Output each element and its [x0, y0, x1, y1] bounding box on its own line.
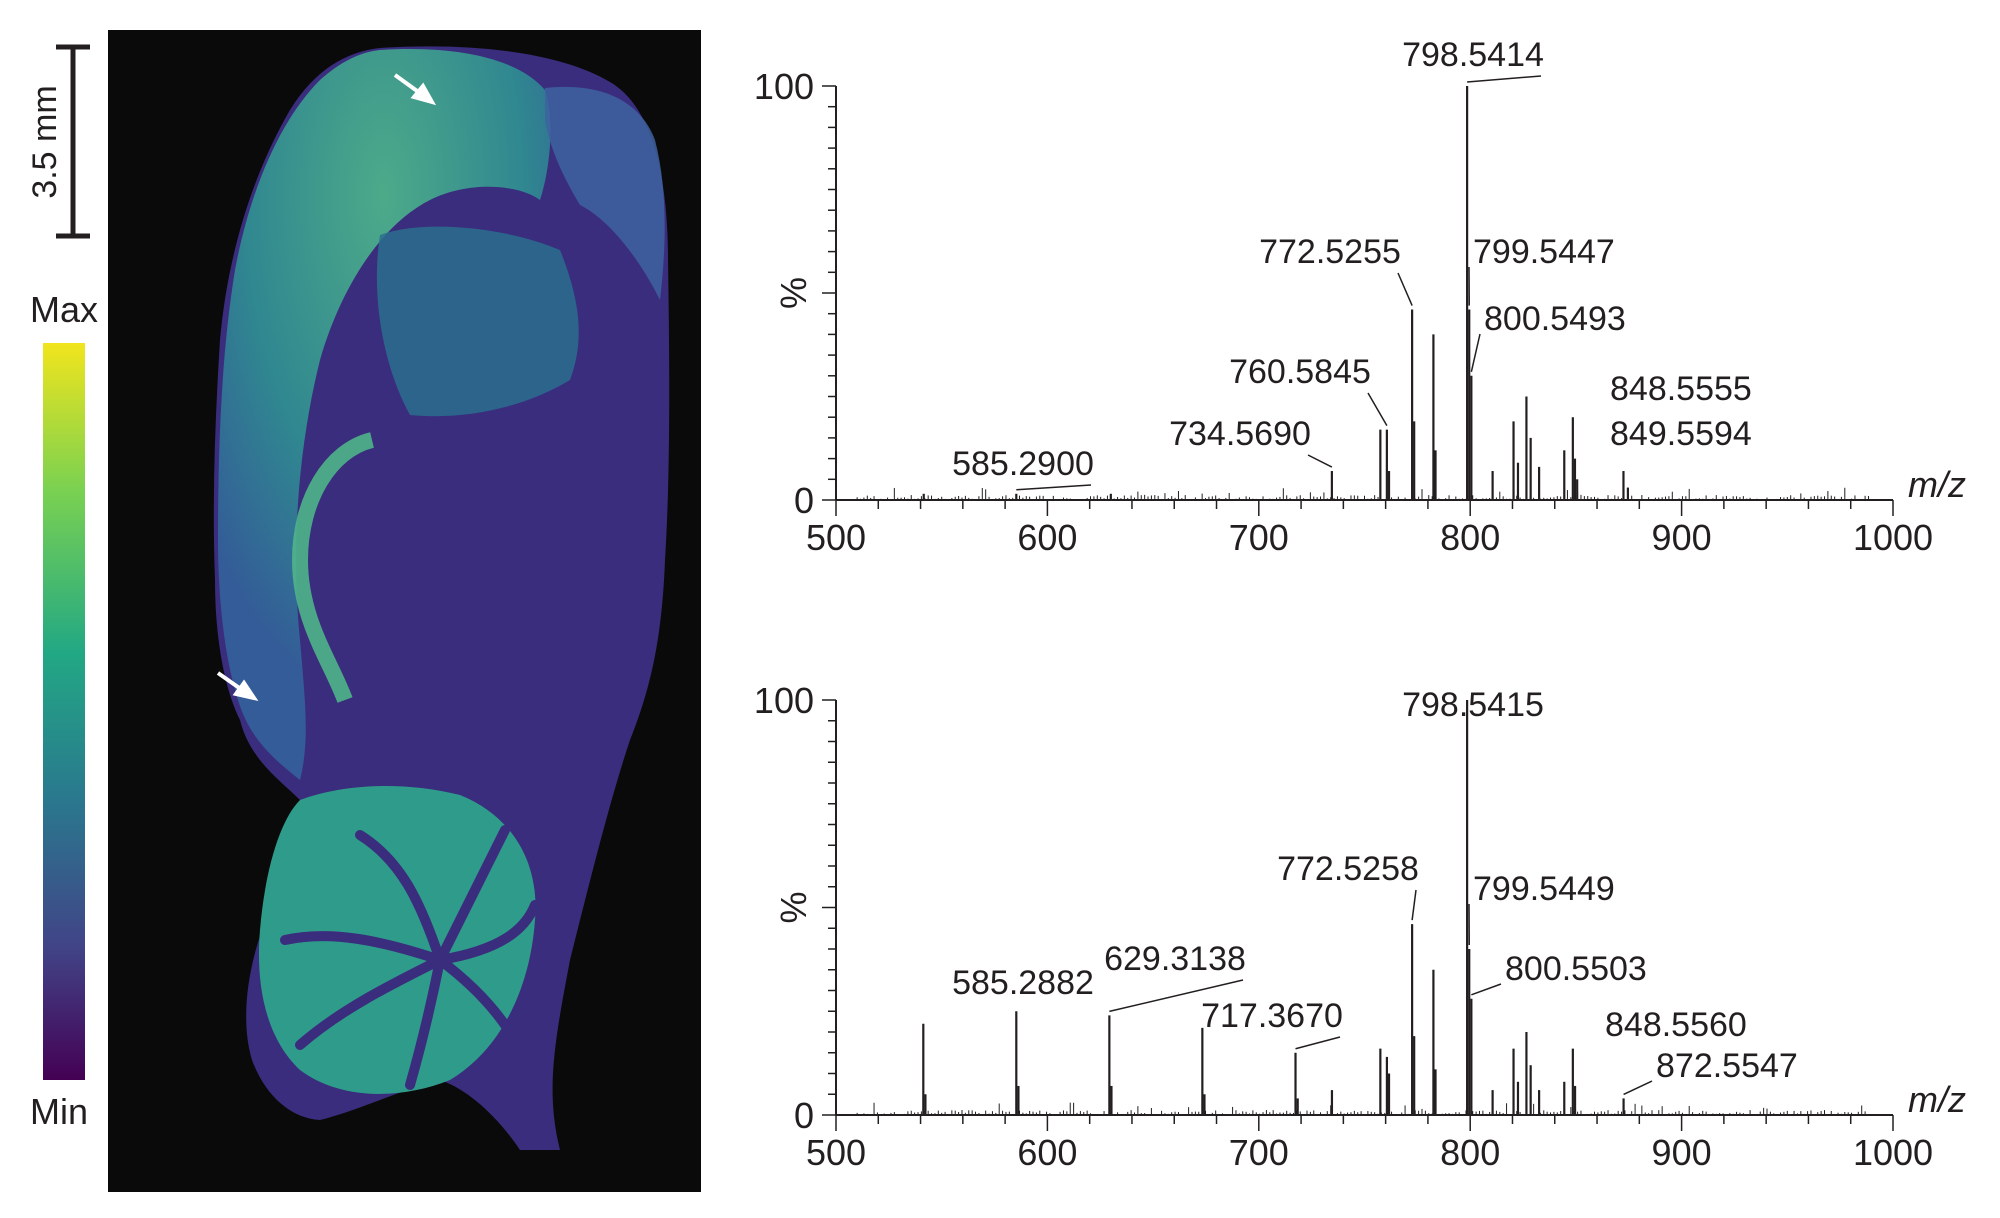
x-tick-label: 800 — [1440, 517, 1500, 558]
peak-label: 734.5690 — [1169, 415, 1311, 453]
x-tick-label: 500 — [806, 517, 866, 558]
peak-leader-line — [1367, 392, 1388, 426]
cortex-lobe — [545, 86, 665, 300]
peak-label: 717.3670 — [1201, 997, 1343, 1035]
peak-leader-line — [1470, 333, 1481, 372]
peak-label: 760.5845 — [1229, 353, 1371, 391]
cortex-region — [218, 49, 551, 781]
x-tick-label: 800 — [1440, 1132, 1500, 1173]
peak-label: 585.2900 — [952, 445, 1094, 483]
x-tick-label: 700 — [1229, 517, 1289, 558]
peak-leader-line — [1016, 484, 1092, 491]
x-tick-label: 900 — [1652, 1132, 1712, 1173]
spectrum-chart-top: 500 600 700 800 900 1000 0 100% m/z 798.5414 772.5… — [754, 36, 1966, 558]
peak-label: 772.5258 — [1277, 850, 1419, 888]
cerebellum-folia — [280, 825, 540, 1090]
peak-label: 849.5594 — [1610, 415, 1752, 453]
peak-leader-line — [1467, 75, 1542, 83]
arrow-icon — [216, 671, 259, 702]
x-axis-label: m/z — [1908, 1079, 1966, 1120]
peak-label: 848.5560 — [1605, 1006, 1747, 1044]
peak-leader-line — [1411, 889, 1417, 921]
peak-leader-line — [1109, 979, 1244, 1013]
y-tick-label: 0 — [794, 480, 814, 521]
x-tick-label: 700 — [1229, 1132, 1289, 1173]
scale-bar-label: 3.5 mm — [26, 85, 64, 198]
peak-label: 848.5555 — [1610, 370, 1752, 408]
colorbar: Max Min — [30, 289, 98, 1132]
peak-leader-line — [1471, 983, 1502, 996]
y-axis-label: % — [773, 891, 814, 923]
peak-label: 798.5414 — [1402, 36, 1544, 74]
peak-label: 799.5447 — [1473, 233, 1615, 271]
peak-leader-line — [1295, 1036, 1341, 1050]
y-tick-label: 100 — [754, 680, 814, 721]
peak-label: 872.5547 — [1656, 1047, 1798, 1085]
x-axis-label: m/z — [1908, 464, 1966, 505]
spectrum-chart-bottom: 500 600 700 800 900 1000 0 100% m/z 798.5415 772.5… — [754, 680, 1966, 1173]
colorbar-max-label: Max — [30, 289, 98, 330]
x-tick-label: 600 — [1017, 517, 1077, 558]
x-tick-label: 1000 — [1853, 1132, 1933, 1173]
peak-label: 772.5255 — [1259, 233, 1401, 271]
x-tick-label: 500 — [806, 1132, 866, 1173]
peak-label: 798.5415 — [1402, 686, 1544, 724]
y-tick-label: 0 — [794, 1095, 814, 1136]
striatum-region — [376, 226, 579, 417]
arrow-icon — [393, 73, 437, 106]
y-axis-label: % — [773, 277, 814, 309]
colorbar-gradient — [43, 343, 85, 1080]
peak-label: 800.5493 — [1484, 300, 1626, 338]
peak-leader-line — [1397, 272, 1413, 306]
hippocampus-region — [291, 432, 375, 703]
peak-leader-line — [1623, 1080, 1653, 1096]
x-tick-label: 900 — [1652, 517, 1712, 558]
scale-bar: 3.5 mm — [26, 44, 90, 239]
peak-label: 799.5449 — [1473, 870, 1615, 908]
peak-label: 585.2882 — [952, 964, 1094, 1002]
tissue-image — [108, 30, 701, 1192]
peak-leader-line — [1307, 454, 1333, 468]
colorbar-min-label: Min — [30, 1091, 88, 1132]
x-tick-label: 1000 — [1853, 517, 1933, 558]
x-tick-label: 600 — [1017, 1132, 1077, 1173]
y-tick-label: 100 — [754, 66, 814, 107]
peak-label: 800.5503 — [1505, 950, 1647, 988]
peak-label: 629.3138 — [1104, 940, 1246, 978]
